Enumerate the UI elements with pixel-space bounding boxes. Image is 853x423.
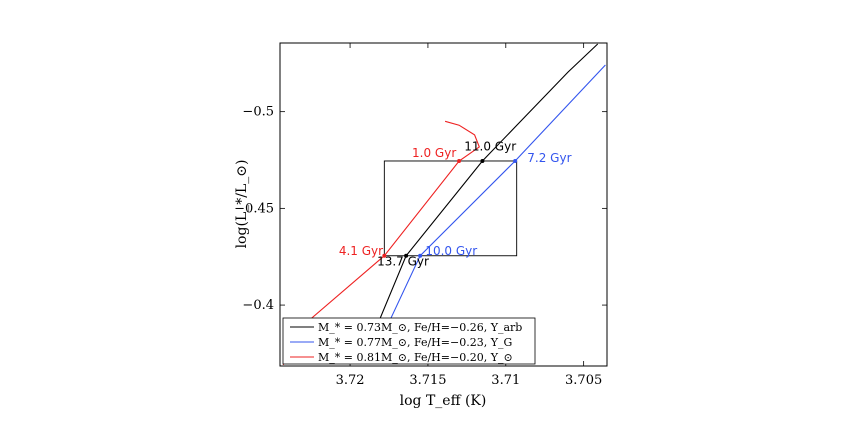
legend: M_* = 0.73M_⊙, Fe/H=−0.26, Y_arb M_* = 0.… [282, 317, 536, 365]
age-marker-4 [480, 158, 485, 163]
axis-ticks: 3.72 3.715 3.71 3.705 −0.4 −0.45 −0.5 [234, 43, 607, 388]
y-tick-label-2: −0.5 [242, 105, 274, 120]
series-line-1 [376, 64, 606, 350]
series-line-2 [282, 120, 480, 366]
age-marker-0 [382, 253, 387, 258]
age-label-5: 7.2 Gyr [527, 151, 571, 165]
age-label-1: 4.1 Gyr [339, 244, 383, 258]
age-marker-3 [457, 158, 462, 163]
x-tick-label-3: 3.705 [565, 373, 602, 388]
age-label-4: 11.0 Gyr [464, 139, 516, 153]
x-axis-title: log T_eff (K) [400, 393, 487, 409]
age-label-0: 13.7 Gyr [377, 255, 429, 269]
age-markers [382, 158, 518, 258]
y-tick-label-1: −0.45 [234, 201, 274, 216]
x-tick-label-2: 3.71 [491, 373, 520, 388]
age-marker-5 [513, 158, 518, 163]
series-line-0 [368, 43, 599, 346]
x-tick-label-1: 3.715 [409, 373, 446, 388]
y-axis-title: log(L_*/L_⊙) [234, 160, 250, 249]
legend-label-0: M_* = 0.73M_⊙, Fe/H=−0.26, Y_arb [318, 321, 522, 334]
legend-label-1: M_* = 0.77M_⊙, Fe/H=−0.23, Y_G [318, 336, 512, 349]
x-tick-label-0: 3.72 [336, 373, 365, 388]
observational-box [383, 160, 518, 257]
legend-frame [282, 317, 536, 365]
age-marker-2 [418, 253, 423, 258]
age-label-3: 1.0 Gyr [412, 146, 456, 160]
age-label-2: 10.0 Gyr [425, 244, 477, 258]
constraint-box [383, 160, 518, 257]
legend-label-2: M_* = 0.81M_⊙, Fe/H=−0.20, Y_⊙ [318, 351, 513, 364]
age-marker-1 [404, 253, 409, 258]
series-layer [282, 43, 606, 366]
plot-frame [279, 42, 608, 367]
y-tick-label-0: −0.4 [242, 298, 274, 313]
